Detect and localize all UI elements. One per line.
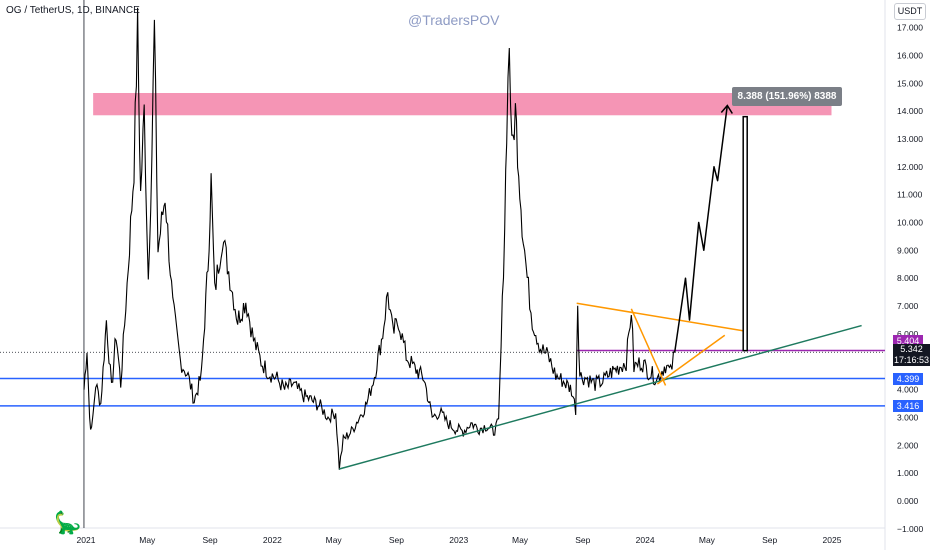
current-price-tag: 5.342 17:16:53: [893, 344, 930, 366]
bar-countdown: 17:16:53: [893, 355, 930, 365]
y-tick-label: 13.000: [897, 134, 923, 144]
trendline-0[interactable]: [339, 324, 862, 470]
symbol-title: OG / TetherUS, 1D, BINANCE: [6, 5, 140, 16]
measure-label: 8.388 (151.96%) 8388: [732, 87, 842, 106]
price-range-measure[interactable]: [742, 115, 748, 352]
x-tick-label: Sep: [575, 535, 590, 545]
y-tick-label: 15.000: [897, 78, 923, 88]
y-tick-label: 10.000: [897, 218, 923, 228]
trendline-2[interactable]: [630, 308, 667, 386]
plot-area[interactable]: [0, 0, 885, 528]
y-tick-label: 3.000: [897, 412, 919, 422]
y-tick-label: −1.000: [897, 524, 924, 534]
x-tick-label: May: [512, 535, 529, 545]
x-tick-label: Sep: [389, 535, 404, 545]
y-tick-label: 0.000: [897, 496, 919, 506]
projection-path[interactable]: [673, 105, 729, 353]
x-tick-label: 2022: [263, 535, 282, 545]
tradingview-logo-icon[interactable]: 🦕: [54, 510, 82, 535]
trendline-1[interactable]: [576, 302, 746, 332]
level-tag-3416: 3.416: [893, 400, 923, 412]
price-series[interactable]: [83, 7, 675, 470]
y-tick-label: 6.000: [897, 329, 919, 339]
x-tick-label: May: [139, 535, 156, 545]
y-tick-label: 4.000: [897, 385, 919, 395]
y-tick-label: 14.000: [897, 106, 923, 116]
x-tick-label: 2021: [77, 535, 96, 545]
x-tick-label: May: [699, 535, 716, 545]
y-tick-label: 16.000: [897, 50, 923, 60]
x-tick-label: 2023: [449, 535, 468, 545]
y-tick-label: 17.000: [897, 23, 923, 33]
current-price-value: 5.342: [900, 344, 923, 354]
y-tick-label: 7.000: [897, 301, 919, 311]
y-tick-label: 11.000: [897, 190, 923, 200]
y-tick-label: 8.000: [897, 273, 919, 283]
x-tick-label: Sep: [203, 535, 218, 545]
y-tick-label: 9.000: [897, 245, 919, 255]
y-tick-label: 12.000: [897, 162, 923, 172]
resistance-zone[interactable]: [93, 92, 832, 116]
x-tick-label: 2024: [636, 535, 655, 545]
x-tick-label: 2025: [823, 535, 842, 545]
level-tag-4399: 4.399: [893, 373, 923, 385]
x-tick-label: Sep: [762, 535, 777, 545]
watermark: @TradersPOV: [408, 12, 500, 28]
projection-arrow-icon: [720, 104, 733, 114]
trendline-3[interactable]: [656, 334, 726, 385]
currency-button[interactable]: USDT: [894, 3, 926, 20]
y-tick-label: 1.000: [897, 468, 919, 478]
y-tick-label: 2.000: [897, 440, 919, 450]
x-tick-label: May: [326, 535, 343, 545]
